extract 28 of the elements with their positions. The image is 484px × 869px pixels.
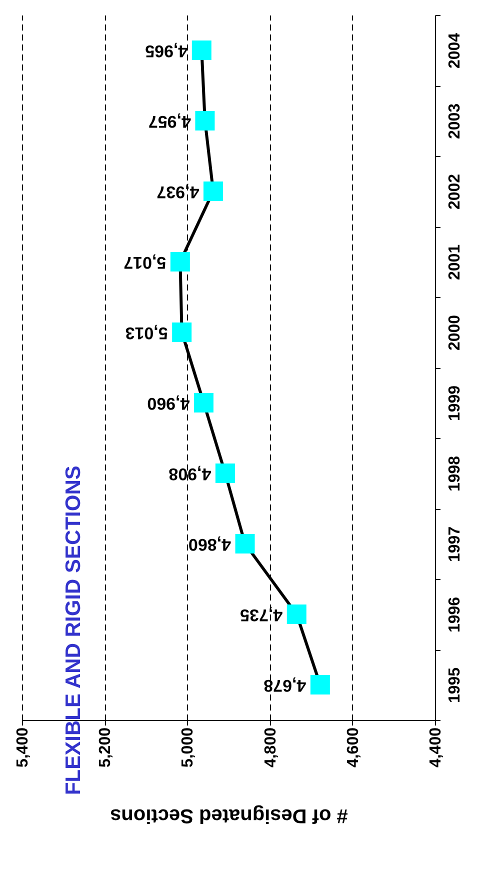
y-tick-label: 2000 <box>446 314 464 351</box>
data-label: 4,860 <box>188 534 232 554</box>
data-label: 4,908 <box>168 464 212 484</box>
y-tick-label: 2002 <box>446 174 464 210</box>
x-tick-label: 5,400 <box>14 727 32 768</box>
x-tick-label: 4,600 <box>344 727 362 768</box>
x-tick-label: 4,400 <box>428 727 444 768</box>
y-tick-label: 2003 <box>446 103 464 140</box>
data-label: 4,957 <box>148 112 191 131</box>
x-tick-label: 4,800 <box>262 727 280 768</box>
data-label: 4,678 <box>264 676 306 695</box>
data-label: 4,937 <box>156 182 200 202</box>
data-label: 5,017 <box>124 252 166 272</box>
y-tick-label: 1997 <box>446 526 464 562</box>
y-tick-label: 1996 <box>446 596 464 633</box>
y-tick-label: 1998 <box>446 456 464 492</box>
x-axis-title: # of Designated Sections <box>110 804 348 827</box>
x-tick-label: 5,000 <box>180 727 197 768</box>
y-tick-label: 2004 <box>446 32 464 69</box>
x-tick-label: 5,200 <box>97 727 114 768</box>
data-label: 5,013 <box>125 323 168 342</box>
data-label: 4,735 <box>240 605 283 624</box>
y-tick-label: 1995 <box>446 667 464 704</box>
data-label: 4,965 <box>145 41 188 60</box>
y-tick-label: 1999 <box>446 385 464 422</box>
text: FLEXIBLE AND RIGID SECTIONS <box>62 466 85 796</box>
data-label: 4,960 <box>147 394 190 413</box>
y-tick-label: 2001 <box>446 244 464 280</box>
